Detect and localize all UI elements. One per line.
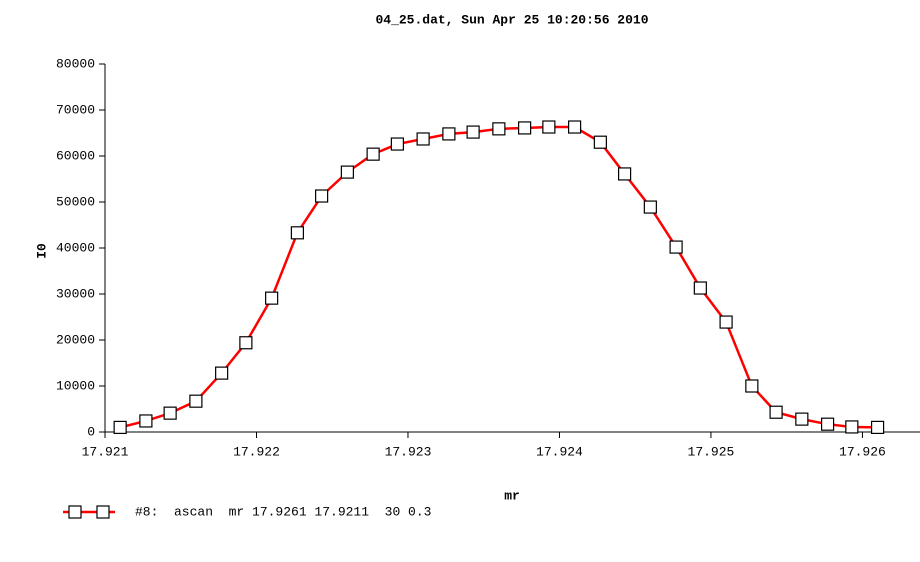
data-point	[870, 420, 885, 434]
chart-title: 04_25.dat, Sun Apr 25 10:20:56 2010	[375, 12, 648, 27]
data-point	[315, 189, 329, 203]
data-point	[618, 167, 632, 181]
data-point	[390, 137, 404, 151]
data-point	[340, 165, 354, 179]
data-point	[215, 366, 229, 380]
data-point	[239, 336, 253, 350]
data-point	[416, 132, 430, 146]
x-tick-label: 17.926	[839, 444, 886, 459]
data-point	[366, 147, 380, 161]
x-axis-label: mr	[504, 488, 520, 503]
data-point	[845, 420, 859, 434]
data-point	[139, 414, 153, 428]
y-tick-label: 0	[87, 424, 95, 439]
y-tick-label: 80000	[56, 56, 95, 71]
data-point	[442, 127, 456, 141]
data-point	[769, 405, 783, 419]
data-point	[693, 281, 707, 295]
y-tick-label: 30000	[56, 286, 95, 301]
data-point	[492, 122, 506, 136]
y-tick-label: 60000	[56, 148, 95, 163]
x-tick-label: 17.925	[688, 444, 735, 459]
data-point	[189, 394, 203, 408]
data-point	[593, 135, 607, 149]
x-tick-label: 17.921	[82, 444, 129, 459]
x-tick-label: 17.923	[385, 444, 432, 459]
data-point	[820, 417, 835, 431]
y-tick-label: 50000	[56, 194, 95, 209]
data-point	[795, 412, 809, 426]
y-tick-label: 70000	[56, 102, 95, 117]
data-point	[542, 120, 556, 134]
data-point	[669, 240, 683, 254]
x-tick-label: 17.924	[536, 444, 583, 459]
data-point	[290, 226, 304, 240]
data-point	[643, 200, 657, 214]
data-line	[119, 125, 878, 429]
legend-marker	[96, 505, 110, 519]
data-point	[113, 420, 127, 434]
data-point	[518, 121, 532, 135]
data-point	[163, 406, 177, 420]
y-tick-label: 20000	[56, 332, 95, 347]
x-tick-label: 17.922	[233, 444, 280, 459]
y-axis-label: I0	[34, 243, 49, 259]
legend-label: #8: ascan mr 17.9261 17.9211 30 0.3	[135, 504, 431, 519]
data-point	[745, 379, 759, 393]
data-point	[265, 291, 279, 305]
data-point	[568, 120, 582, 134]
legend-marker	[68, 505, 82, 519]
y-tick-label: 10000	[56, 378, 95, 393]
data-point	[466, 125, 480, 139]
data-point	[719, 315, 733, 329]
y-tick-label: 40000	[56, 240, 95, 255]
